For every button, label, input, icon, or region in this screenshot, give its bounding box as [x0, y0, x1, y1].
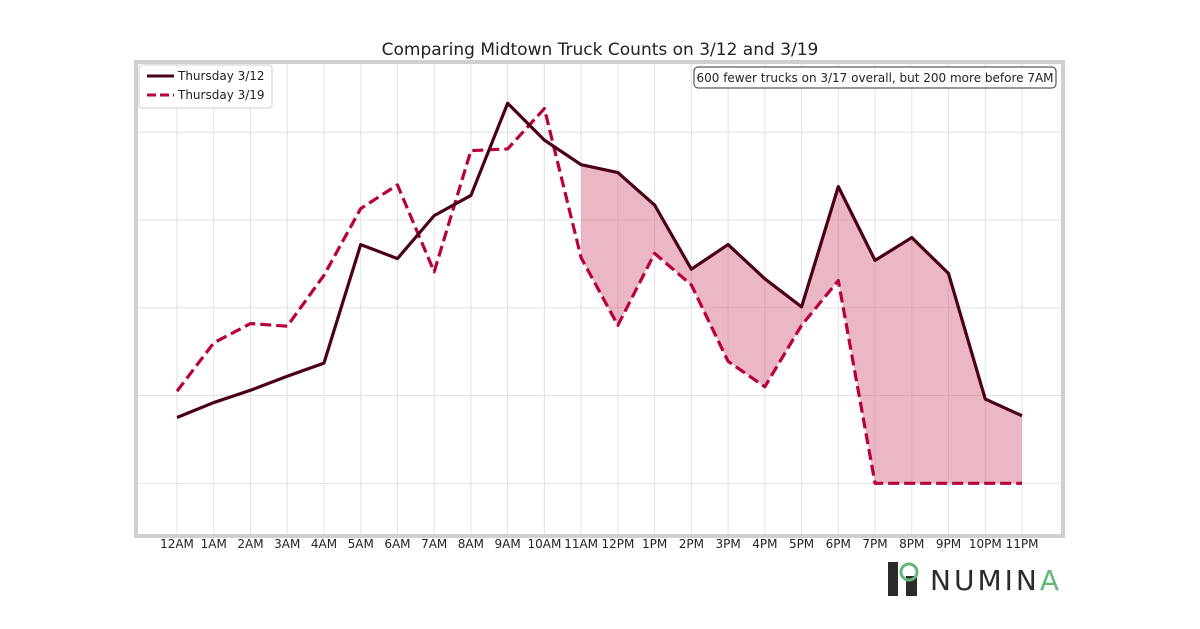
grid: [138, 64, 1061, 534]
logo-wordmark: NUMINA: [930, 564, 1062, 597]
x-tick-label: 8AM: [458, 537, 484, 551]
x-tick-label: 2AM: [237, 537, 263, 551]
x-tick-label: 9PM: [936, 537, 961, 551]
legend-label-3-12: Thursday 3/12: [177, 69, 265, 83]
x-tick-label: 4AM: [311, 537, 337, 551]
fill-between-area: [581, 164, 1022, 484]
logo-bar-left: [888, 562, 898, 596]
x-tick-label: 7AM: [421, 537, 447, 551]
chart-title: Comparing Midtown Truck Counts on 3/12 a…: [381, 40, 819, 60]
x-tick-label: 11AM: [564, 537, 598, 551]
x-tick-label: 5AM: [348, 537, 374, 551]
x-tick-label: 9AM: [495, 537, 521, 551]
logo-bar-right: [906, 576, 917, 596]
legend-label-3-19: Thursday 3/19: [177, 88, 265, 102]
x-tick-label: 3AM: [274, 537, 300, 551]
annotation-box: [693, 66, 1057, 89]
series-line-thursday-3-19: [175, 106, 1022, 485]
numina-logo: NUMINA: [888, 562, 1062, 597]
x-tick-label: 2PM: [679, 537, 704, 551]
plot-frame: [134, 60, 1065, 538]
x-tick-label: 5PM: [789, 537, 814, 551]
x-tick-label: 6PM: [826, 537, 851, 551]
logo-ring: [899, 562, 919, 582]
series-lines: [175, 101, 1023, 485]
x-tick-label: 8PM: [899, 537, 924, 551]
series-line-thursday-3-12: [176, 101, 1023, 419]
difference-area: [581, 164, 1022, 484]
x-tick-label: 12PM: [601, 537, 634, 551]
legend: Thursday 3/12 Thursday 3/19: [138, 64, 273, 109]
x-tick-label: 1AM: [201, 537, 227, 551]
x-tick-label: 3PM: [715, 537, 740, 551]
x-tick-label: 1PM: [642, 537, 667, 551]
x-tick-label: 12AM: [160, 537, 194, 551]
x-tick-label: 10PM: [969, 537, 1002, 551]
x-tick-label: 6AM: [384, 537, 410, 551]
annotation-text: 600 fewer trucks on 3/17 overall, but 20…: [696, 71, 1053, 85]
x-tick-label: 7PM: [862, 537, 887, 551]
annotation: 600 fewer trucks on 3/17 overall, but 20…: [693, 66, 1057, 89]
x-axis-ticks: 12AM 1AM 2AM 3AM 4AM 5AM 6AM 7AM 8AM 9AM 10AM 11AM 1…: [160, 537, 1038, 551]
x-tick-label: 4PM: [752, 537, 777, 551]
numina-logo-mark: [888, 562, 919, 596]
x-tick-label: 10AM: [527, 537, 561, 551]
x-tick-label: 11PM: [1006, 537, 1039, 551]
